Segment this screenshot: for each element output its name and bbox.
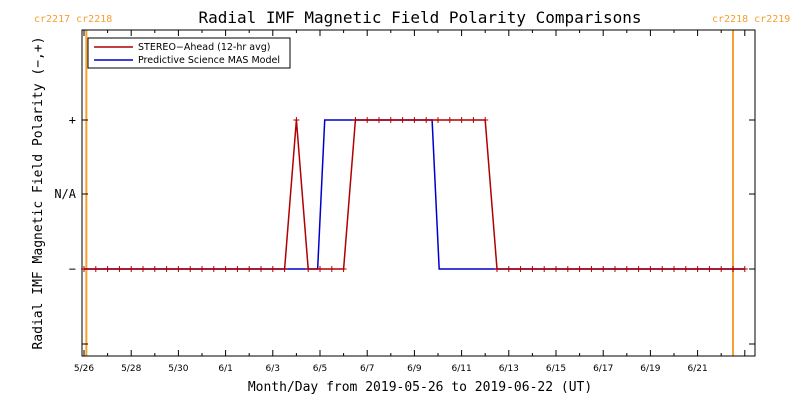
- series-point-stereo: [411, 117, 418, 123]
- y-axis-label: Radial IMF Magnetic Field Polarity (−,+): [31, 36, 46, 349]
- series-point-stereo: [647, 266, 654, 272]
- x-tick-label: 6/17: [593, 364, 613, 374]
- series-point-stereo: [435, 117, 441, 123]
- series-point-stereo: [564, 266, 571, 272]
- legend-label-stereo: STEREO−Ahead (12-hr avg): [138, 42, 270, 53]
- series-point-stereo: [553, 266, 559, 272]
- legend-box: [87, 37, 291, 69]
- series-point-stereo: [505, 266, 512, 272]
- series-point-stereo: [163, 266, 170, 272]
- x-tick-label: 6/13: [499, 364, 519, 374]
- series-point-stereo: [258, 266, 264, 272]
- x-axis-ticks: 5/26 5/28 5/30 6/1 6/3 6/5 6/7 6/9 6/11 6/13 6/15 6…: [74, 30, 746, 374]
- series-point-stereo: [128, 266, 135, 272]
- series-point-stereo: [470, 117, 477, 123]
- series-point-stereo: [305, 266, 312, 272]
- series-point-stereo: [446, 117, 453, 123]
- series-point-stereo: [246, 266, 253, 272]
- series-point-stereo: [399, 117, 406, 123]
- series-point-stereo: [576, 266, 583, 272]
- series-point-stereo: [376, 117, 382, 123]
- series-line-model: [84, 119, 745, 270]
- series-point-stereo: [694, 266, 701, 272]
- series-point-stereo: [730, 266, 736, 272]
- legend: STEREO−Ahead (12-hr avg) Predictive Scie…: [87, 37, 291, 69]
- series-point-stereo: [529, 266, 536, 272]
- x-tick-label: 6/15: [546, 364, 566, 374]
- y-tick-label: −: [69, 262, 76, 276]
- series-point-stereo: [293, 117, 300, 123]
- series-point-stereo: [281, 266, 288, 272]
- plot-frame: [81, 29, 756, 357]
- x-tick-label: 6/11: [451, 364, 471, 374]
- series-point-stereo: [706, 266, 713, 272]
- x-axis-label: Month/Day from 2019-05-26 to 2019-06-22 …: [248, 380, 592, 395]
- series-point-stereo: [423, 117, 430, 123]
- series-point-stereo: [199, 266, 205, 272]
- carrington-label-left: cr2217 cr2218: [34, 14, 112, 25]
- series-point-stereo: [222, 266, 229, 272]
- series-point-stereo: [81, 266, 87, 272]
- series-point-stereo: [116, 266, 123, 272]
- series-point-stereo: [175, 266, 182, 272]
- y-axis-ticks: − N/A +: [54, 113, 755, 345]
- series-point-stereo: [612, 266, 618, 272]
- series-point-stereo: [635, 266, 642, 272]
- x-tick-label: 6/9: [407, 364, 422, 374]
- series-point-stereo: [741, 266, 748, 272]
- series-point-stereo: [352, 117, 359, 123]
- series-layer: [81, 117, 748, 272]
- chart-title: Radial IMF Magnetic Field Polarity Compa…: [198, 8, 641, 27]
- series-point-stereo: [482, 117, 489, 123]
- series-point-stereo: [682, 266, 689, 272]
- series-point-stereo: [92, 266, 99, 272]
- series-point-stereo: [458, 117, 465, 123]
- series-point-stereo: [364, 117, 371, 123]
- series-point-stereo: [588, 266, 595, 272]
- series-point-stereo: [494, 266, 500, 272]
- legend-label-model: Predictive Science MAS Model: [138, 55, 280, 66]
- x-tick-label: 6/21: [687, 364, 707, 374]
- series-point-stereo: [234, 266, 241, 272]
- series-point-stereo: [187, 266, 194, 272]
- series-point-stereo: [623, 266, 630, 272]
- series-point-stereo: [718, 266, 725, 272]
- y-tick-label: N/A: [54, 187, 76, 201]
- x-tick-label: 6/19: [640, 364, 660, 374]
- series-point-stereo: [328, 266, 335, 272]
- series-point-stereo: [104, 266, 111, 272]
- y-tick-label: +: [69, 113, 76, 127]
- series-point-stereo: [140, 266, 146, 272]
- x-tick-label: 5/26: [74, 364, 94, 374]
- series-line-stereo: [84, 119, 745, 270]
- x-tick-label: 6/3: [266, 364, 280, 374]
- series-point-stereo: [659, 266, 666, 272]
- x-tick-label: 5/28: [121, 364, 141, 374]
- series-point-stereo: [600, 266, 607, 272]
- carrington-lines: [85, 30, 734, 356]
- x-tick-label: 6/7: [360, 364, 374, 374]
- x-tick-label: 6/1: [218, 364, 232, 374]
- series-point-stereo: [541, 266, 548, 272]
- series-point-stereo: [340, 266, 347, 272]
- series-point-stereo: [671, 266, 677, 272]
- carrington-label-right: cr2218 cr2219: [712, 14, 790, 25]
- series-point-stereo: [210, 266, 217, 272]
- series-point-stereo: [517, 266, 524, 272]
- series-point-stereo: [317, 266, 323, 272]
- series-point-stereo: [151, 266, 158, 272]
- series-point-stereo: [269, 266, 276, 272]
- x-tick-label: 5/30: [168, 364, 188, 374]
- x-tick-label: 6/5: [313, 364, 327, 374]
- series-point-stereo: [387, 117, 394, 123]
